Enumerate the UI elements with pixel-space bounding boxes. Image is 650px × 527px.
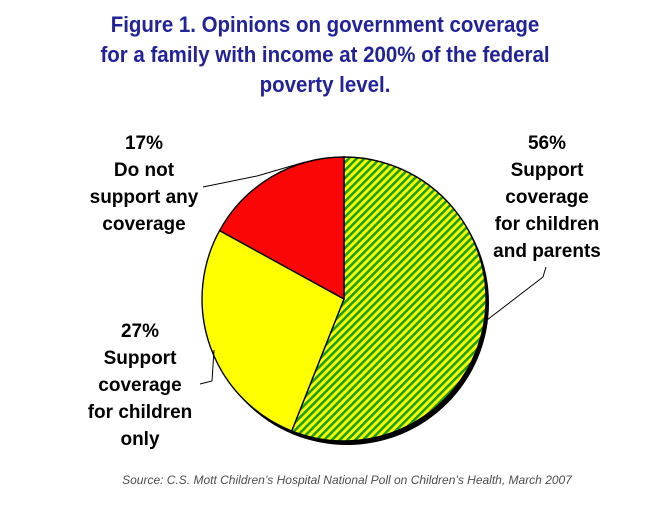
callout-do-not-support-pct: 17% (124, 133, 164, 154)
callout-children-only-line: coverage (98, 375, 182, 396)
callout-parents-line: coverage (505, 187, 589, 208)
callout-parents-line: for children (494, 214, 600, 235)
figure-title-line-3: poverty level. (259, 72, 391, 97)
pie-slice-support-children-and-parents (290, 156, 487, 442)
callout-support-children-only: 27% Support coverage for children only (40, 318, 240, 453)
leader-line-support-children-only (199, 349, 215, 385)
callout-do-not-support-line: coverage (102, 214, 186, 235)
leader-line-support-children-and-parents (486, 266, 547, 321)
pie-slice-do-not-support-any-coverage (218, 156, 345, 301)
source-note: Source: C.S. Mott Children’s Hospital Na… (122, 473, 572, 487)
callout-support-children-and-parents: 56% Support coverage for children and pa… (447, 130, 647, 265)
callout-children-only-line: Support (103, 348, 177, 369)
callout-parents-pct: 56% (527, 133, 567, 154)
pie-slices (201, 156, 487, 442)
callout-parents-line: and parents (493, 241, 601, 262)
callout-children-only-line: only (120, 429, 160, 450)
figure-title: Figure 1. Opinions on government coverag… (23, 10, 628, 100)
callout-children-only-pct: 27% (120, 321, 160, 342)
callout-do-not-support: 17% Do not support any coverage (44, 130, 244, 238)
callout-do-not-support-line: Do not (113, 160, 175, 181)
figure-title-line-2: for a family with income at 200% of the … (100, 42, 550, 67)
callout-children-only-line: for children (87, 402, 193, 423)
leader-line-do-not-support (202, 161, 306, 188)
callout-parents-line: Support (510, 160, 584, 181)
figure-title-line-1: Figure 1. Opinions on government coverag… (110, 12, 540, 37)
pie-slice-support-children-only (201, 229, 345, 432)
callout-do-not-support-line: support any (89, 187, 199, 208)
